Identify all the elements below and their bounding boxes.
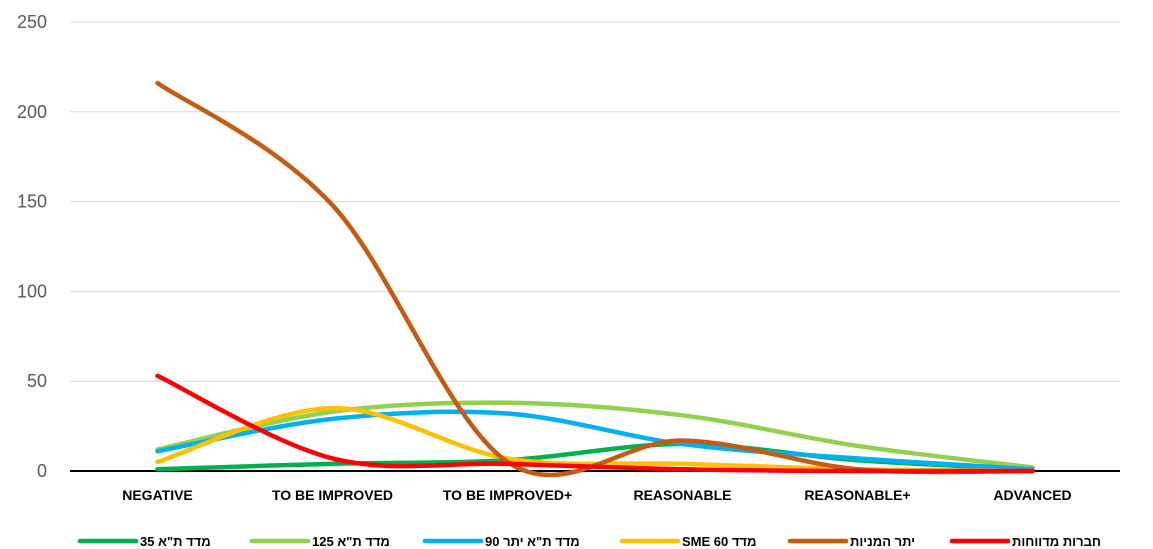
y-tick-label: 200	[17, 102, 47, 122]
legend-label: מדד ת"א 125	[312, 534, 390, 549]
legend-label: חברות מדווחות	[1012, 534, 1101, 549]
y-tick-label: 150	[17, 192, 47, 212]
series-line-1	[155, 400, 1035, 470]
x-tick-label: NEGATIVE	[122, 487, 193, 503]
series-lines	[155, 80, 1035, 478]
y-tick-label: 0	[37, 461, 47, 481]
legend-label: מדד ת"א יתר 90	[485, 534, 580, 549]
x-tick-label: REASONABLE+	[804, 487, 910, 503]
x-tick-label: TO BE IMPROVED	[272, 487, 393, 503]
x-tick-label: REASONABLE	[633, 487, 731, 503]
y-tick-label: 250	[17, 12, 47, 32]
gridlines	[70, 21, 1120, 472]
y-axis-ticks: 0 50 100 150 200 250	[17, 12, 47, 481]
y-tick-label: 50	[27, 371, 47, 391]
series-line-2	[155, 409, 1035, 472]
y-tick-label: 100	[17, 281, 47, 301]
series-line-5	[155, 373, 1035, 474]
x-axis-ticks: NEGATIVE TO BE IMPROVED TO BE IMPROVED+ REA…	[122, 487, 1071, 503]
legend: מדד ת"א 35 מדד ת"א 125 מדד ת"א יתר 90 מדד S…	[77, 534, 1101, 549]
x-tick-label: TO BE IMPROVED+	[443, 487, 572, 503]
legend-label: מדד ת"א 35	[140, 534, 211, 549]
x-tick-label: ADVANCED	[993, 487, 1071, 503]
legend-label: מדד SME 60	[682, 534, 756, 549]
legend-label: יתר המניות	[850, 534, 915, 549]
